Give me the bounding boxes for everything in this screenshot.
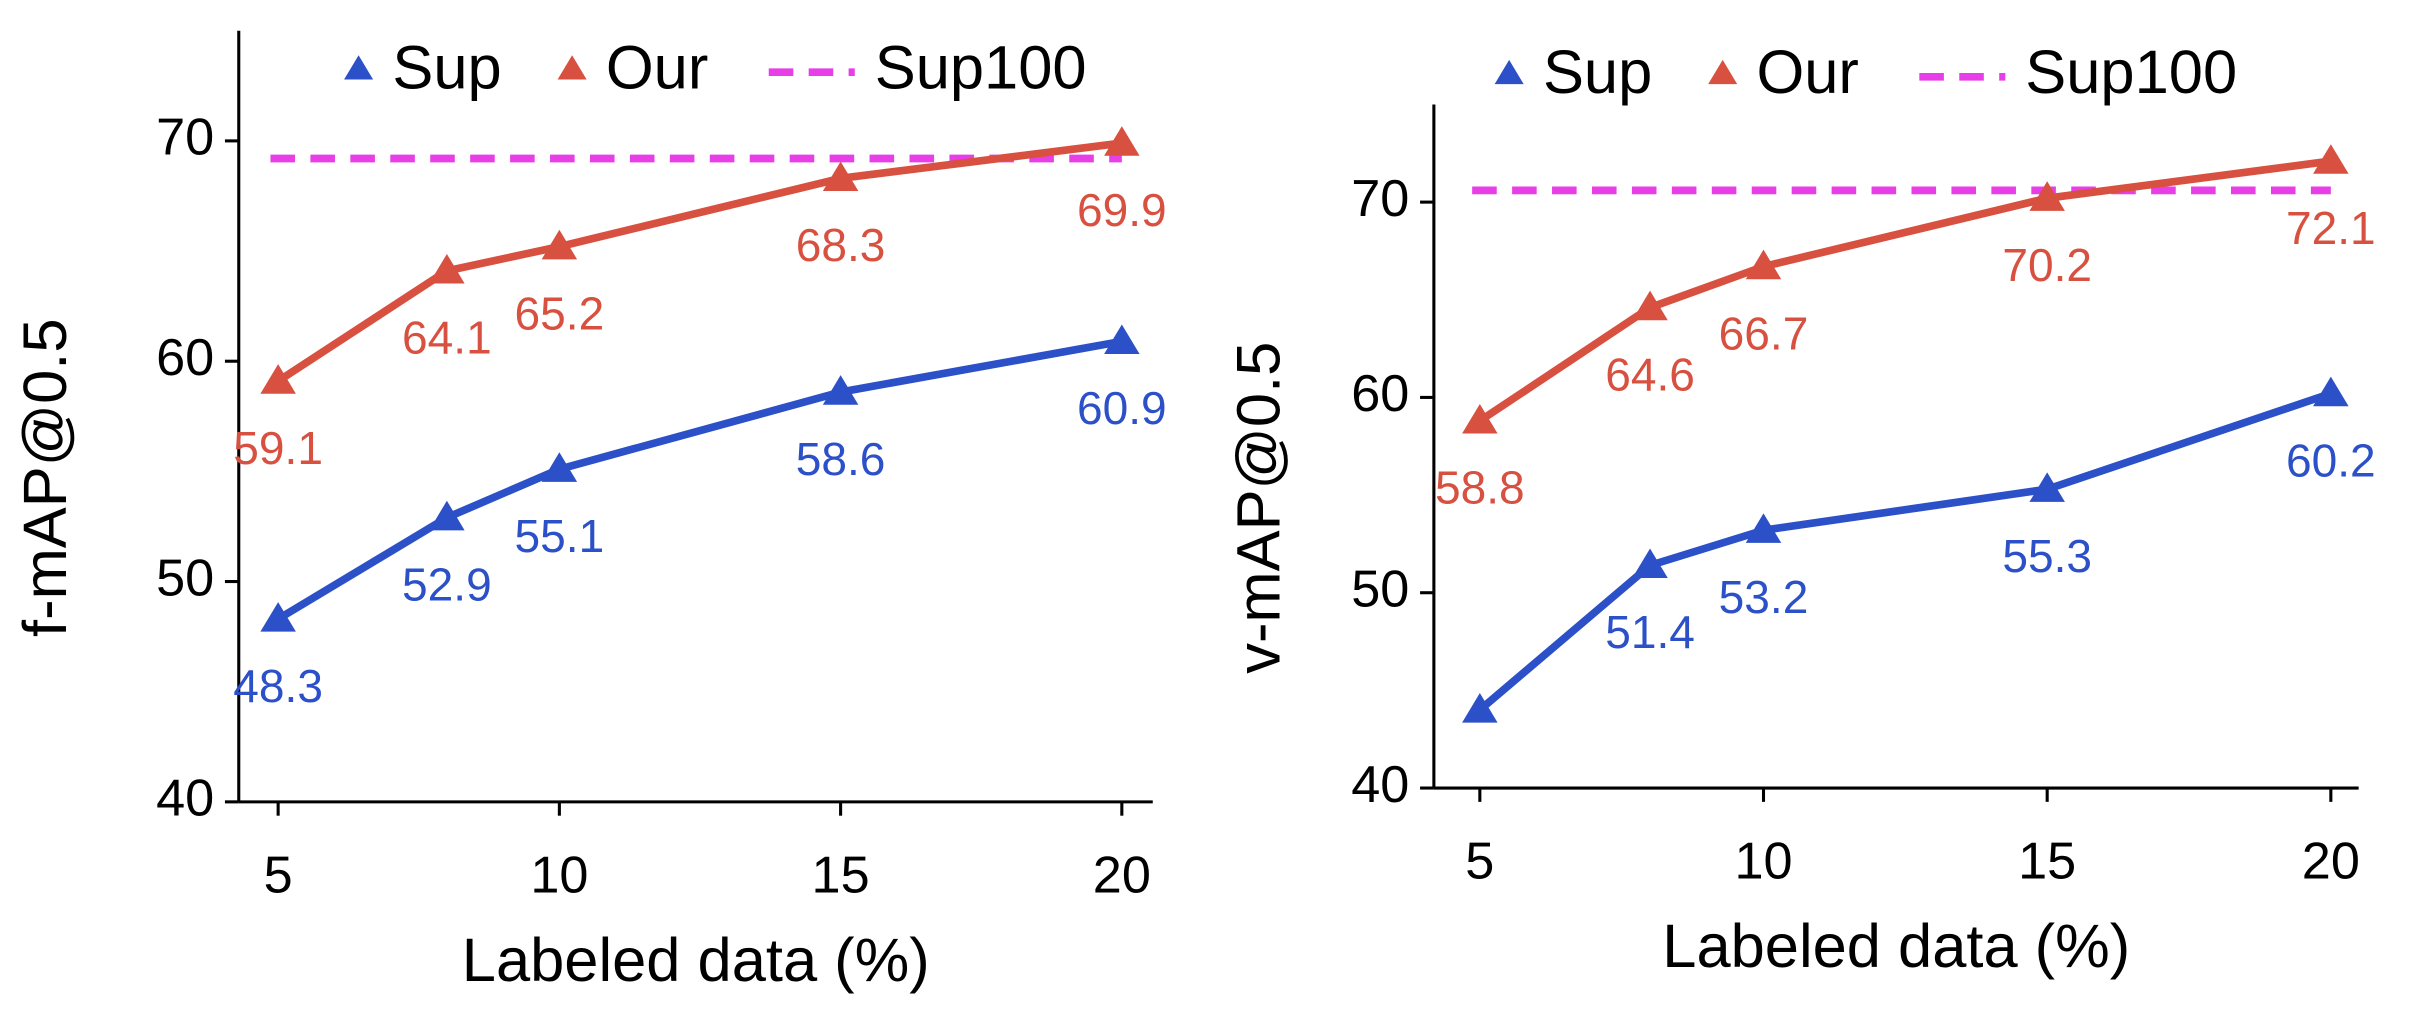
x-tick-label: 15 (2018, 833, 2076, 891)
data-label: 53.2 (1719, 571, 1809, 623)
data-label: 48.3 (233, 660, 323, 712)
data-point (260, 602, 296, 632)
x-tick-label: 20 (1093, 846, 1151, 904)
y-tick-label: 50 (156, 549, 214, 607)
x-tick-label: 5 (1465, 833, 1494, 891)
legend-label: Sup100 (2025, 38, 2237, 107)
data-label: 69.9 (1077, 184, 1167, 236)
data-point (429, 500, 465, 531)
x-tick-label: 5 (264, 846, 293, 904)
legend-label: Our (1756, 38, 1858, 107)
data-point (1462, 693, 1498, 723)
y-axis-label: f-mAP@0.5 (11, 319, 80, 637)
data-label: 55.3 (2002, 530, 2092, 582)
legend-marker (344, 55, 374, 80)
data-label: 58.6 (796, 433, 886, 485)
data-label: 65.2 (515, 287, 605, 339)
y-tick-label: 40 (156, 770, 214, 828)
data-label: 68.3 (796, 219, 886, 271)
data-point (1632, 548, 1668, 579)
legend-label: Sup (1543, 38, 1652, 107)
x-tick-label: 20 (2302, 833, 2360, 891)
data-point (2029, 472, 2065, 502)
legend-marker (1708, 59, 1738, 85)
data-label: 70.2 (2002, 239, 2092, 291)
data-label: 60.9 (1077, 382, 1167, 434)
data-label: 59.1 (233, 422, 323, 474)
data-point (2313, 376, 2349, 407)
legend-label: Sup100 (875, 33, 1087, 102)
data-point (2313, 144, 2349, 174)
legend-label: Our (606, 33, 708, 102)
y-tick-label: 60 (1351, 365, 1409, 423)
data-point (541, 229, 578, 260)
x-axis-label: Labeled data (%) (462, 926, 930, 995)
y-tick-label: 70 (156, 109, 214, 167)
y-tick-label: 60 (156, 329, 214, 387)
y-axis-label: v-mAP@0.5 (1225, 342, 1294, 674)
y-tick-label: 40 (1351, 756, 1409, 814)
data-label: 55.1 (515, 510, 605, 562)
data-label: 58.8 (1435, 462, 1525, 514)
data-point (260, 364, 296, 394)
x-tick-label: 15 (812, 846, 870, 904)
data-label: 66.7 (1719, 307, 1809, 359)
data-label: 64.1 (402, 312, 492, 364)
y-tick-label: 70 (1351, 170, 1409, 228)
data-point (822, 375, 859, 405)
legend-label: Sup (392, 33, 501, 102)
data-point (1745, 249, 1782, 280)
x-tick-label: 10 (530, 846, 588, 904)
data-label: 64.6 (1605, 348, 1695, 400)
x-axis-label: Labeled data (%) (1662, 912, 2130, 981)
data-label: 60.2 (2286, 434, 2376, 486)
x-tick-label: 10 (1734, 833, 1792, 891)
data-label: 72.1 (2286, 202, 2376, 254)
data-label: 52.9 (402, 558, 492, 610)
data-point (1462, 403, 1498, 434)
data-point (1632, 290, 1668, 321)
data-point (2029, 181, 2065, 211)
legend-marker (557, 55, 587, 80)
data-point (822, 161, 859, 192)
data-point (1104, 126, 1140, 156)
data-point (1104, 324, 1140, 355)
data-label: 51.4 (1605, 606, 1695, 658)
legend-marker (1494, 59, 1524, 85)
data-point (541, 452, 578, 482)
series-line (1477, 389, 2333, 713)
data-point (429, 253, 465, 284)
y-tick-label: 50 (1351, 561, 1409, 619)
data-point (1745, 513, 1782, 543)
